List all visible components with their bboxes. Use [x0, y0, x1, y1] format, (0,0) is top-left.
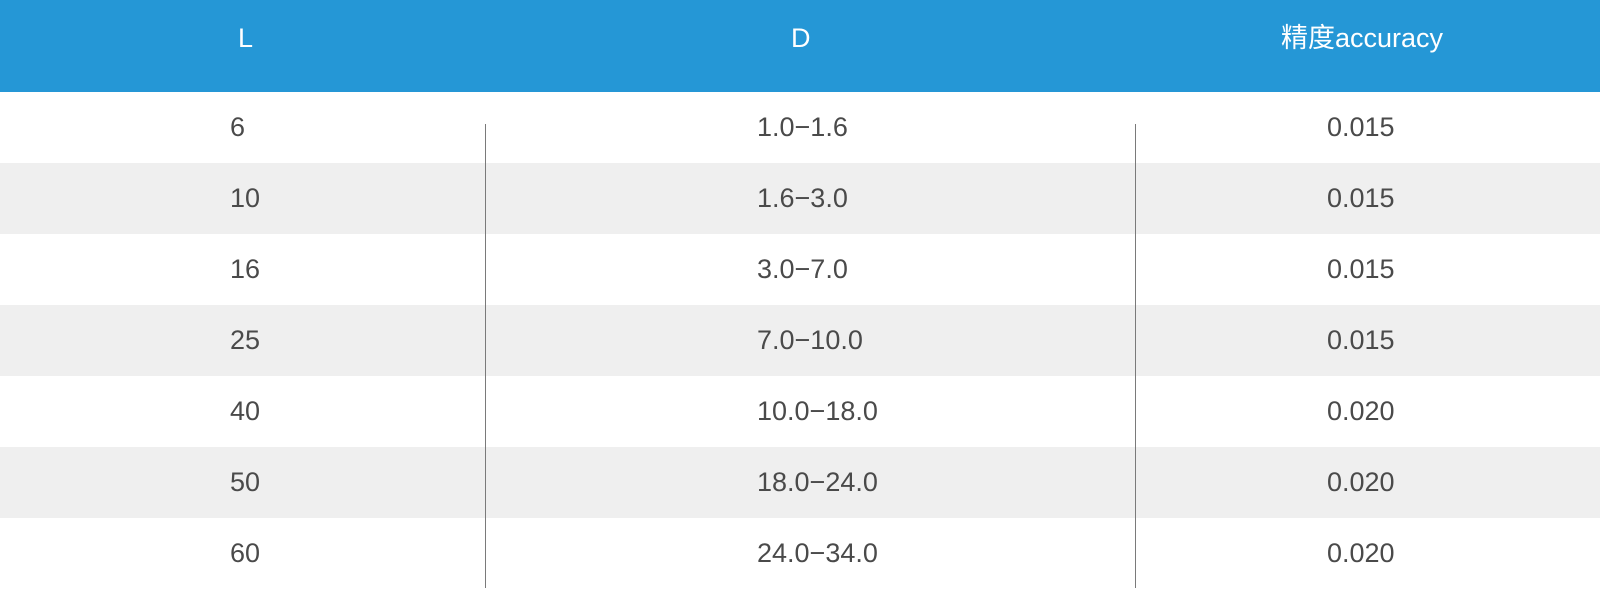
- cell-accuracy: 0.020: [1327, 396, 1395, 426]
- table-row: 60 24.0−34.0 0.020: [0, 518, 1600, 589]
- table-header: L D 精度accuracy: [0, 0, 1600, 92]
- cell-accuracy: 0.020: [1327, 538, 1395, 568]
- cell-l: 10: [230, 183, 261, 213]
- cell-d: 18.0−24.0: [757, 467, 878, 497]
- table-row: 6 1.0−1.6 0.015: [0, 92, 1600, 163]
- cell-accuracy: 0.015: [1327, 325, 1395, 355]
- cell-l: 60: [230, 538, 261, 568]
- cell-d: 1.0−1.6: [757, 112, 848, 142]
- cell-d: 7.0−10.0: [757, 325, 863, 355]
- column-divider: [1135, 124, 1136, 588]
- header-cell-l: L: [238, 23, 254, 53]
- cell-l: 50: [230, 467, 261, 497]
- table-row: 16 3.0−7.0 0.015: [0, 234, 1600, 305]
- cell-l: 40: [230, 396, 261, 426]
- table-row: 25 7.0−10.0 0.015: [0, 305, 1600, 376]
- cell-accuracy: 0.020: [1327, 467, 1395, 497]
- column-divider: [485, 124, 486, 588]
- table-row: 40 10.0−18.0 0.020: [0, 376, 1600, 447]
- header-cell-d: D: [791, 23, 811, 53]
- cell-l: 25: [230, 325, 261, 355]
- cell-d: 10.0−18.0: [757, 396, 878, 426]
- cell-d: 1.6−3.0: [757, 183, 848, 213]
- cell-accuracy: 0.015: [1327, 183, 1395, 213]
- cell-d: 24.0−34.0: [757, 538, 878, 568]
- cell-l: 16: [230, 254, 261, 284]
- table-row: 50 18.0−24.0 0.020: [0, 447, 1600, 518]
- table-row: 10 1.6−3.0 0.015: [0, 163, 1600, 234]
- cell-l: 6: [230, 112, 246, 142]
- cell-accuracy: 0.015: [1327, 254, 1395, 284]
- cell-d: 3.0−7.0: [757, 254, 848, 284]
- header-cell-accuracy: 精度accuracy: [1281, 23, 1444, 53]
- cell-accuracy: 0.015: [1327, 112, 1395, 142]
